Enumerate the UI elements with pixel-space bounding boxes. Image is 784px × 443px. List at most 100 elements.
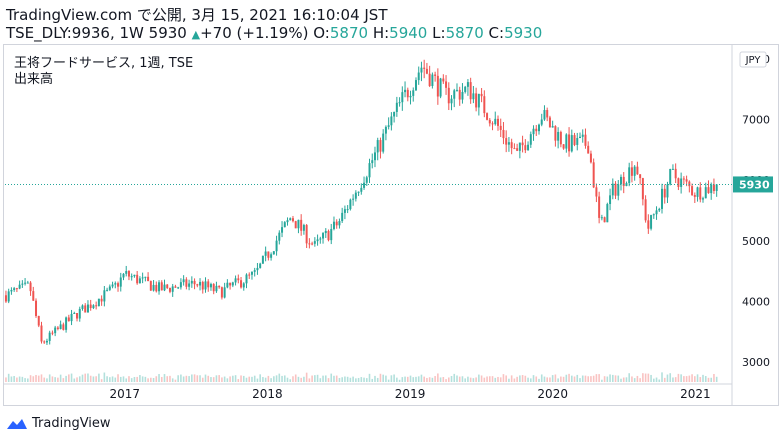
volume-bar: [713, 373, 715, 382]
candle-body: [291, 218, 294, 222]
volume-bar: [212, 377, 215, 382]
candle-body: [335, 221, 338, 226]
volume-bar: [707, 377, 710, 382]
candle-body: [322, 233, 325, 239]
currency-badge[interactable]: [739, 51, 767, 68]
candle-body: [196, 284, 199, 286]
candle-body: [650, 215, 653, 229]
x-tick-label: 2019: [395, 387, 426, 401]
candle-body: [644, 199, 647, 221]
candle-body: [529, 134, 532, 145]
candle-body: [168, 287, 171, 292]
volume-bar: [68, 374, 70, 382]
volume-bar: [478, 374, 480, 382]
volume-bar: [715, 376, 718, 382]
volume-bar: [663, 377, 666, 382]
candle-body: [417, 72, 420, 81]
volume-bar: [598, 374, 600, 382]
volume-bar: [606, 376, 609, 382]
candle-body: [516, 148, 519, 151]
candle-body: [611, 183, 614, 196]
volume-bar: [308, 378, 311, 382]
candle-body: [633, 166, 636, 176]
candle-body: [62, 324, 65, 330]
volume-bar: [609, 374, 611, 382]
volume-bar: [327, 378, 330, 382]
volume-bar: [592, 375, 595, 382]
candle-body: [570, 135, 573, 152]
candle-body: [48, 332, 51, 341]
candle-body: [693, 194, 696, 197]
candle-body: [286, 220, 289, 223]
candle-body: [78, 308, 81, 319]
candle-body: [56, 327, 59, 329]
last-price-tag-label: 5930: [739, 178, 770, 191]
volume-bar: [420, 374, 423, 382]
volume-bar: [658, 379, 661, 382]
candle-body: [518, 142, 521, 151]
volume-bar: [628, 373, 630, 382]
candle-body: [272, 251, 275, 255]
volume-bar: [117, 374, 119, 382]
volume-bar: [87, 373, 89, 382]
candle-body: [371, 160, 374, 164]
volume-bar: [393, 374, 395, 382]
volume-bar: [7, 373, 10, 382]
candle-body: [346, 209, 349, 211]
volume-bar: [491, 376, 494, 382]
volume-bar: [253, 375, 256, 382]
volume-bar: [453, 373, 456, 382]
candle-body: [4, 295, 7, 302]
candle-body: [696, 187, 699, 197]
volume-bar: [29, 375, 32, 382]
volume-bar: [579, 378, 581, 382]
candle-body: [330, 229, 333, 241]
candle-body: [338, 221, 341, 226]
volume-bar: [84, 373, 87, 382]
candle-body: [409, 95, 412, 98]
volume-bar: [587, 376, 589, 382]
candle-body: [302, 225, 305, 231]
candle-body: [190, 280, 193, 284]
candle-body: [289, 218, 292, 221]
candle-body: [546, 110, 549, 118]
candle-body: [568, 134, 571, 152]
volume-bar: [251, 376, 253, 382]
volume-bar: [270, 378, 272, 382]
volume-bar: [193, 374, 196, 382]
volume-bar: [92, 376, 95, 382]
candle-body: [609, 195, 612, 205]
candle-body: [147, 276, 150, 282]
volume-bar: [469, 377, 472, 382]
volume-bar: [595, 374, 598, 382]
candle-body: [384, 126, 387, 134]
candle-body: [368, 163, 371, 178]
volume-bar: [103, 372, 106, 382]
candle-body: [218, 285, 221, 288]
candle-body: [179, 282, 182, 288]
volume-bar: [475, 377, 477, 382]
volume-bar: [54, 377, 56, 382]
candle-body: [622, 176, 625, 186]
candle-body: [250, 271, 253, 275]
volume-bar: [136, 376, 138, 382]
volume-bar: [215, 375, 218, 382]
candle-body: [160, 282, 163, 291]
x-tick-label: 2018: [252, 387, 283, 401]
volume-bar: [650, 374, 652, 382]
volume-bar: [508, 378, 510, 382]
candle-body: [614, 183, 617, 196]
volume-bar: [155, 376, 158, 382]
volume-bar: [210, 377, 212, 382]
volume-bar: [573, 376, 576, 382]
volume-bar: [32, 376, 35, 382]
price-chart[interactable]: 3000400050006000700080002017201820192020…: [3, 44, 779, 406]
volume-bar: [158, 374, 160, 382]
volume-bar: [516, 376, 518, 382]
candle-body: [412, 90, 415, 96]
candle-body: [499, 125, 502, 130]
volume-bar: [204, 374, 207, 382]
candle-body: [669, 169, 672, 185]
candle-body: [387, 125, 390, 127]
volume-bar: [519, 375, 521, 382]
